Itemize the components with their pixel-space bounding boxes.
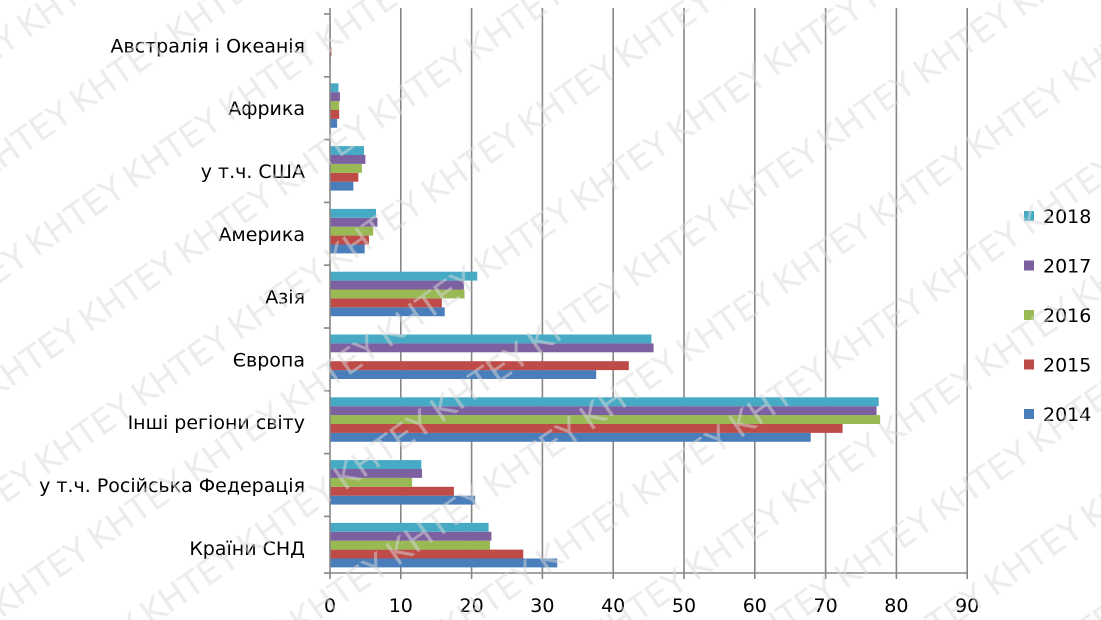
watermark [0, 0, 1101, 620]
bar-chart: KHTEY KNUTE Країни СНДу т.ч. Російська Ф… [0, 0, 1101, 620]
